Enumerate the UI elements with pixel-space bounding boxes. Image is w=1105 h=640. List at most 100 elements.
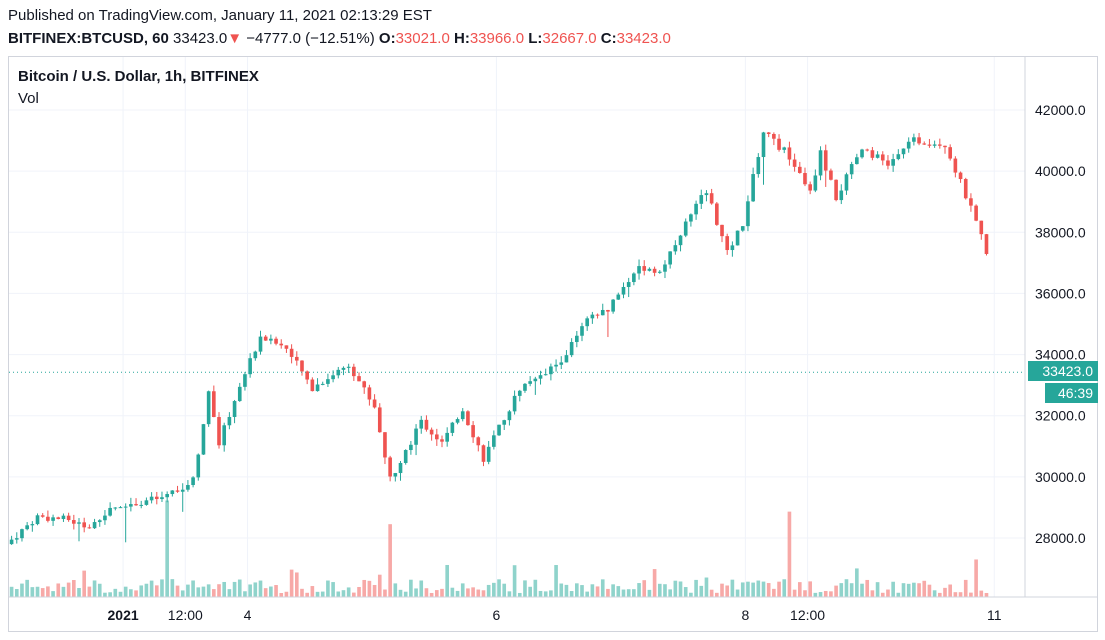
candle-body: [305, 371, 309, 380]
legend-vol: Vol: [18, 90, 39, 107]
volume-bar: [600, 579, 605, 597]
volume-bar: [326, 580, 330, 597]
volume-bar: [445, 564, 449, 597]
volume-bar: [294, 572, 299, 597]
candle-body: [813, 175, 818, 191]
volume-bar: [663, 584, 667, 597]
candle-body: [294, 356, 299, 361]
candle-body: [445, 432, 449, 442]
volume-bar: [336, 591, 341, 597]
volume-bar: [186, 584, 190, 597]
candle-body: [175, 490, 180, 492]
candle-body: [144, 500, 149, 505]
candle-body: [40, 515, 45, 517]
candle-body: [855, 157, 859, 165]
x-tick-label: 12:00: [790, 607, 825, 623]
volume-bar: [958, 592, 963, 597]
volume-bar: [46, 586, 50, 597]
volume-bar: [466, 588, 470, 597]
candle-body: [647, 268, 652, 271]
candle-body: [419, 419, 424, 429]
volume-bar: [715, 592, 719, 597]
volume-bar: [777, 581, 781, 597]
candle-body: [206, 391, 211, 425]
candle-body: [657, 271, 662, 273]
candle-body: [118, 507, 123, 509]
volume-bar: [932, 590, 937, 597]
candle-body: [248, 358, 252, 375]
volume-bar: [512, 565, 517, 597]
candle-body: [212, 391, 216, 418]
candle-body: [673, 245, 678, 252]
candle-body: [123, 506, 128, 508]
candle-body: [808, 184, 812, 191]
volume-bar: [564, 584, 569, 597]
candle-body: [969, 198, 973, 206]
candle-body: [699, 195, 704, 204]
candle-body: [792, 159, 797, 167]
volume-bar: [865, 579, 870, 597]
volume-bar: [232, 581, 237, 597]
volume-bar: [704, 577, 709, 597]
volume-bar: [969, 592, 973, 597]
volume-bar: [320, 591, 325, 597]
candle-body: [424, 419, 429, 430]
volume-bar: [974, 559, 978, 597]
candle-body: [642, 266, 647, 271]
candle-body: [14, 538, 19, 540]
volume-bar: [912, 582, 916, 597]
volume-bar: [269, 586, 273, 597]
candle-body: [963, 179, 968, 199]
volume-bar: [642, 580, 647, 597]
candle-body: [61, 515, 66, 520]
candle-body: [217, 417, 221, 446]
candle-body: [715, 203, 719, 225]
candle-body: [751, 174, 755, 202]
volume-bar: [30, 587, 35, 597]
candle-body: [51, 517, 55, 521]
volume-bar: [611, 584, 615, 597]
volume-bar: [632, 589, 636, 597]
volume-bar: [575, 583, 579, 597]
candle-body: [523, 383, 527, 391]
volume-bar: [906, 583, 911, 597]
candle-body: [232, 401, 237, 417]
volume-bar: [25, 579, 29, 597]
volume-bar: [434, 590, 439, 597]
volume-bar: [20, 583, 24, 597]
volume-bar: [569, 591, 574, 597]
volume-bar: [657, 583, 662, 597]
candle-body: [165, 494, 169, 498]
candle-body: [414, 428, 418, 445]
candle-body: [979, 220, 984, 235]
candles: [9, 131, 989, 545]
candle-body: [72, 520, 76, 524]
candle-body: [310, 379, 315, 392]
candle-body: [108, 507, 112, 516]
candle-body: [279, 343, 284, 346]
volume-bar: [144, 583, 149, 597]
candle-body: [569, 342, 574, 356]
candle-body: [383, 432, 387, 458]
volume-bar: [9, 586, 14, 597]
volume-bar: [849, 583, 854, 597]
candle-body: [186, 485, 190, 490]
candle-body: [35, 515, 40, 525]
candle-body: [20, 529, 24, 539]
volume-bar: [652, 569, 657, 597]
volume-bar: [751, 582, 755, 597]
candle-body: [372, 399, 377, 408]
candle-body: [25, 525, 29, 530]
volume-bar: [699, 585, 704, 597]
y-tick-label: 28000.0: [1035, 530, 1086, 546]
volume-bar: [673, 580, 678, 597]
x-tick-label: 2021: [108, 607, 139, 623]
volume-bar: [424, 588, 429, 597]
candle-body: [258, 336, 263, 352]
candle-body: [652, 268, 657, 273]
volume-bar: [766, 583, 771, 597]
candle-body: [502, 420, 507, 425]
volume-bar: [253, 582, 258, 597]
candle-body: [559, 362, 564, 365]
